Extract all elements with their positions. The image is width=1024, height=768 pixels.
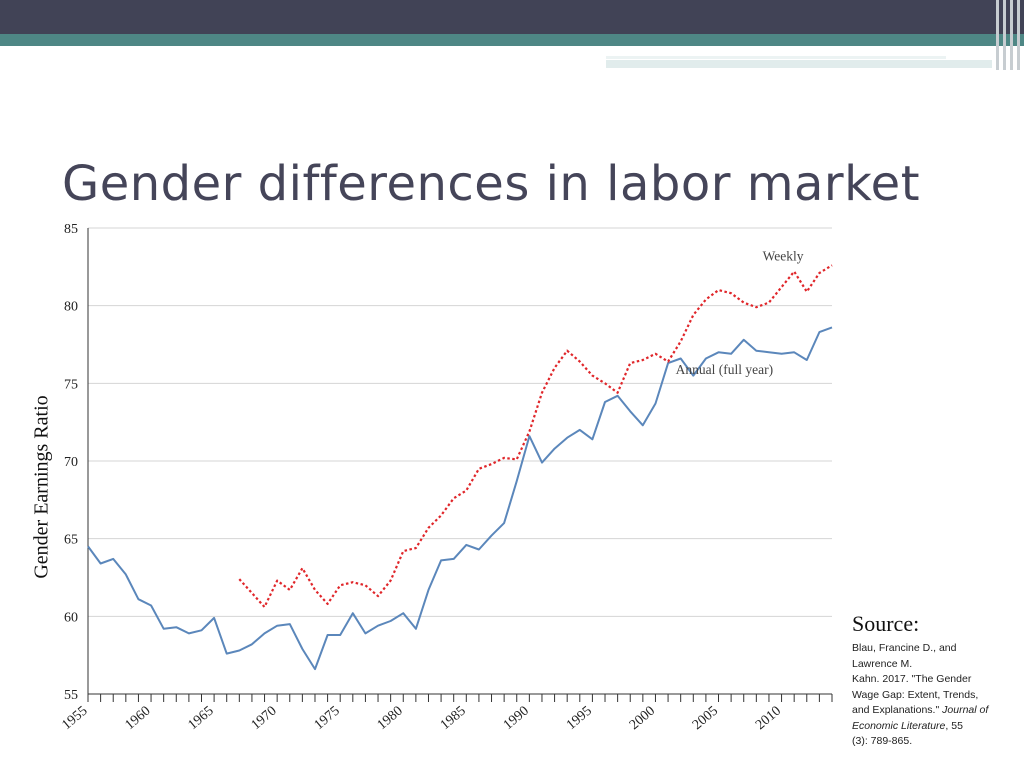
header-accent-line-lower <box>606 60 992 68</box>
x-tick-label: 2010 <box>753 704 784 733</box>
x-tick-label: 1995 <box>564 704 595 733</box>
source-citation: Source: Blau, Francine D., and Lawrence … <box>852 611 1022 750</box>
source-line: and Explanations." <box>852 704 940 716</box>
x-tick-label: 1985 <box>438 704 469 733</box>
y-tick-label: 65 <box>64 533 78 548</box>
source-line: Blau, Francine D., and <box>852 642 957 654</box>
x-tick-label: 1980 <box>375 704 406 733</box>
header-accent-strip <box>0 34 1024 46</box>
source-line: Wage Gap: Extent, Trends, <box>852 688 979 701</box>
source-pages: (3): 789-865. <box>852 735 913 747</box>
series-annotation: Annual (full year) <box>676 362 773 377</box>
y-tick-label: 80 <box>64 300 78 315</box>
y-tick-label: 60 <box>64 610 78 625</box>
y-tick-label: 70 <box>64 455 78 470</box>
x-tick-label: 1975 <box>312 704 343 733</box>
x-tick-label: 1965 <box>186 704 217 733</box>
source-journal: Journal of Economic Literature <box>852 704 989 732</box>
x-tick-label: 1970 <box>249 704 280 733</box>
header-band <box>0 0 1024 34</box>
y-tick-label: 75 <box>64 377 78 392</box>
chart-labels: 55 60 65 70 75 80 85 1955 1960 1965 1970 1975 1980 19… <box>59 222 803 733</box>
header-accent-line <box>606 56 946 59</box>
slide-title: Gender differences in labor market <box>62 156 921 212</box>
chart-series <box>87 264 833 671</box>
source-line: Kahn. 2017. "The Gender <box>852 673 972 685</box>
x-tick-label: 1990 <box>501 704 532 733</box>
annual-series-line <box>87 326 833 671</box>
chart-grid <box>88 227 832 695</box>
weekly-series-line <box>238 264 833 609</box>
source-heading: Source: <box>852 611 920 636</box>
source-issue: , 55 <box>945 719 963 732</box>
source-line: Lawrence M. <box>852 657 913 670</box>
x-tick-label: 1960 <box>123 704 154 733</box>
chart-axes <box>87 228 833 702</box>
x-tick-label: 1955 <box>59 704 90 733</box>
series-annotation: Weekly <box>763 249 804 264</box>
y-tick-label: 85 <box>64 222 78 237</box>
y-tick-label: 55 <box>64 688 78 703</box>
source-text: Blau, Francine D., and Lawrence M. Kahn.… <box>852 641 1022 750</box>
header-decoration <box>992 0 1024 70</box>
x-tick-label: 2005 <box>690 704 721 733</box>
x-tick-label: 2000 <box>627 704 658 733</box>
